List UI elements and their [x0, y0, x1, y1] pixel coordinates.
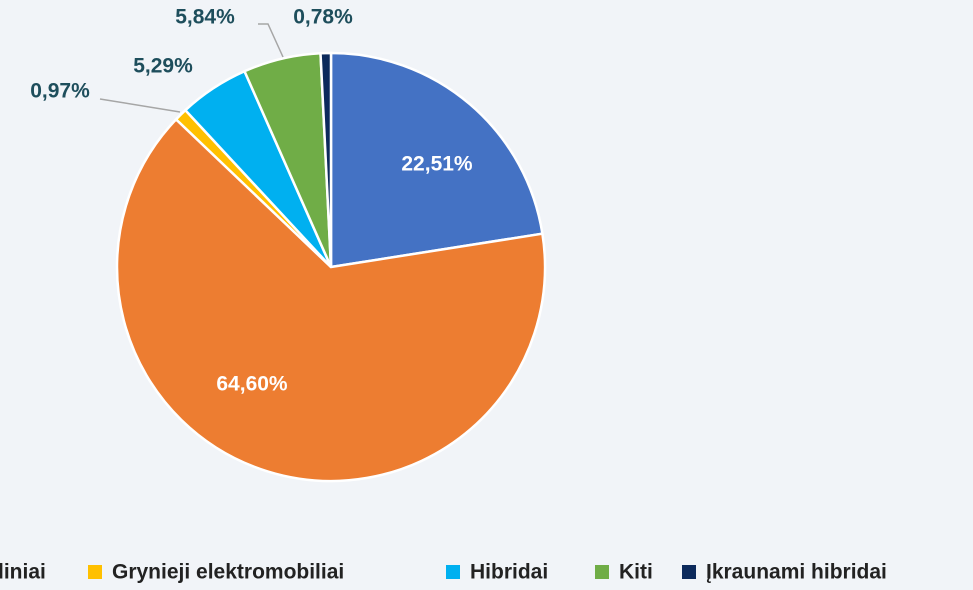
legend-marker [682, 565, 696, 579]
leader-line [258, 23, 284, 58]
legend-marker [446, 565, 460, 579]
legend-label: Įkraunami hibridai [706, 561, 887, 584]
legend-marker [595, 565, 609, 579]
data-label: 0,78% [293, 6, 353, 29]
legend-label: Kiti [619, 561, 653, 584]
legend-label: Hibridai [470, 561, 548, 584]
legend-label: Grynieji elektromobiliai [112, 561, 344, 584]
data-label: 5,84% [175, 6, 235, 29]
pie-slice [319, 51, 333, 268]
data-label: 64,60% [216, 373, 288, 396]
pie-slice [115, 117, 547, 483]
leader-line [99, 98, 181, 113]
data-label: 22,51% [401, 153, 473, 176]
pie-slice [329, 51, 544, 269]
data-label: 5,29% [133, 55, 193, 78]
legend-label: liniai [0, 561, 46, 584]
legend-marker [88, 565, 102, 579]
data-label: 0,97% [30, 80, 90, 103]
